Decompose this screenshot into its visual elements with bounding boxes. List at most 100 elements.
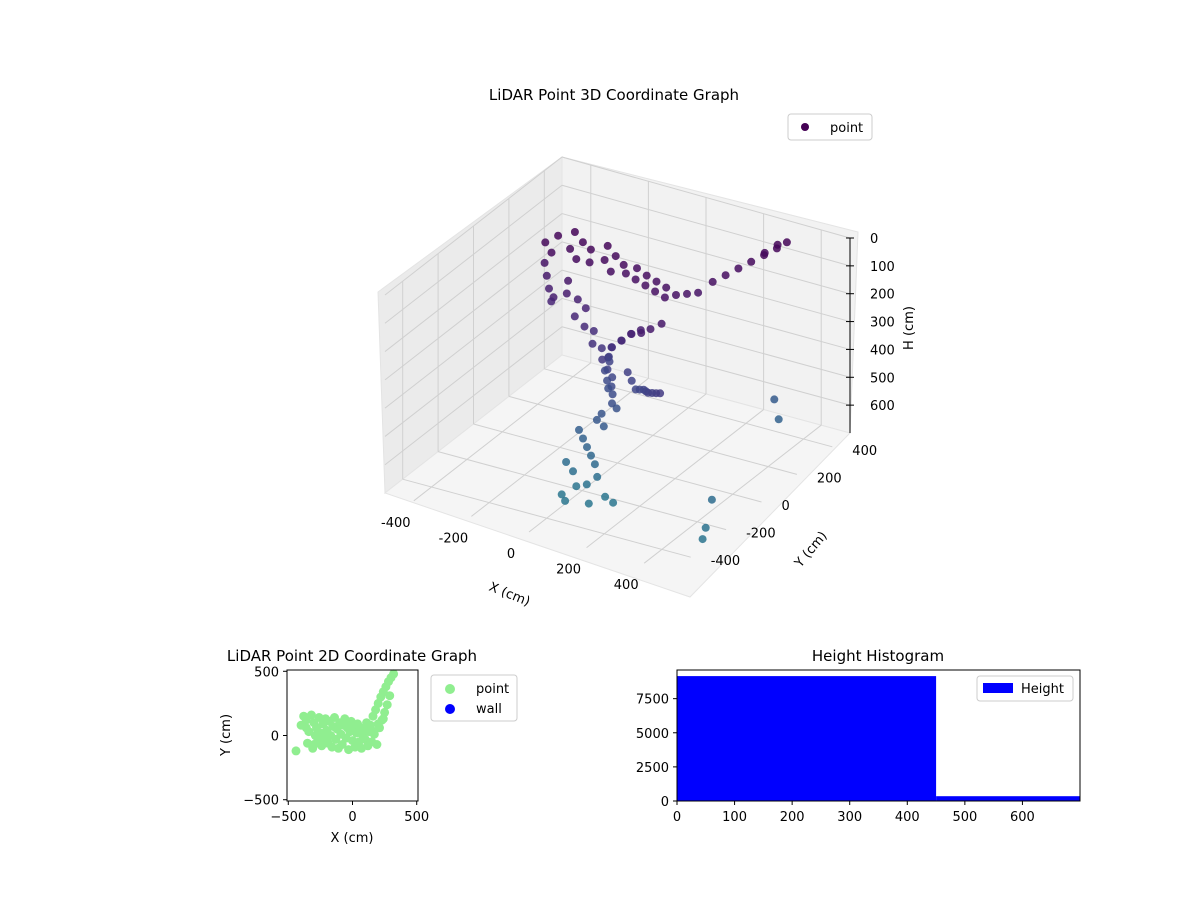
data-point-point [309,740,319,749]
data-point [600,256,609,264]
grid-line-z-back [561,184,851,267]
data-point [584,499,593,508]
data-point [572,255,581,264]
y-tick-label: 500 [254,665,279,680]
data-point-point [367,725,377,735]
histogram-legend: Height [976,675,1074,702]
data-point [562,458,571,466]
z-tick-label: 500 [870,371,895,386]
chart-2d-y-axis-label: Y (cm) [219,714,234,757]
grid-line-z-back [561,213,851,295]
chart-3d-points [540,228,791,544]
data-point [617,336,626,345]
data-point [782,238,791,247]
data-point [642,271,651,280]
data-point [636,326,645,335]
grid-line-y [508,395,798,475]
data-point [701,523,710,532]
y-tick-label: 7500 [636,693,669,708]
data-point-point [389,669,399,679]
data-point [631,275,640,284]
chart-2d-legend: point wall [430,674,518,722]
data-point [545,284,553,293]
data-point [707,495,716,504]
data-point [607,343,616,352]
z-tick-label: 0 [870,232,878,247]
data-point [593,472,602,481]
data-point [623,368,632,377]
grid-line-z-side [384,184,563,324]
x-tick-label: 200 [780,810,805,825]
grid-line-z-side [384,156,563,296]
data-point [603,241,612,250]
data-point [773,240,782,249]
data-point [592,415,601,424]
data-point [562,289,571,298]
grid-line-y [402,478,691,558]
histogram-bars [677,676,1080,801]
chart-3d-grid [384,156,851,564]
data-point [572,482,581,491]
data-point [603,376,612,385]
histogram-legend-label: Height [1021,682,1064,697]
histogram-title: Height Histogram [812,647,944,665]
histogram-ticks: 0 100 200 300 400 500 600 0 2500 5000 7500 [636,693,1035,825]
data-point [587,451,595,460]
chart-3d-ticks: -400 -200 0 200 400 -400 -200 0 200 400 0 100 200 300… [381,232,895,593]
data-point [708,277,717,286]
x-tick-label: 400 [895,810,920,825]
histogram-frame [676,669,1081,802]
data-point [672,291,680,299]
data-point [662,283,671,292]
chart-2d: LiDAR Point 2D Coordinate Graph −500 0 500… [219,647,518,846]
data-point [575,425,583,434]
x-tick-label: 500 [952,810,977,825]
data-point-point [301,723,311,733]
data-point [582,480,591,489]
histogram-bar [677,676,937,801]
grid-line-z-side [384,269,563,409]
data-point [605,357,614,366]
grid-line-z-side [384,213,563,352]
data-point [747,257,756,266]
chart-3d-y-axis-label: Y (cm) [791,529,830,572]
data-point [573,295,582,304]
chart-3d-z-axis-label: H (cm) [902,306,917,350]
data-point [540,258,549,267]
chart-3d-legend: point [787,113,873,141]
z-tick-label: 200 [870,288,895,303]
data-point [760,248,769,257]
data-point [604,384,613,393]
y-tick-label: 400 [852,444,877,459]
grid-line-z-side [384,241,563,381]
grid-line-y [544,368,833,448]
data-point [651,287,660,296]
x-tick-label: 300 [837,810,862,825]
x-tick-label: −500 [270,810,306,825]
chart-3d-title: LiDAR Point 3D Coordinate Graph [489,86,739,104]
chart-histogram: Height Histogram 0 100 200 300 400 500 600 0 250… [636,647,1081,825]
data-point [600,366,609,375]
grid-line-y [437,451,727,531]
chart-3d-legend-label: point [830,121,863,136]
x-tick-label: 200 [556,563,581,578]
data-point [586,245,595,254]
data-point [578,238,587,247]
chart-2d-points [291,669,399,756]
grid-line-y [473,423,762,503]
chart-2d-ticks: −500 0 500 −500 0 500 [243,665,429,825]
x-tick-label: 0 [673,810,681,825]
z-tick-label: 600 [870,399,895,414]
grid-line-z-back [561,297,851,378]
data-point [606,267,615,276]
x-tick-label: -200 [439,531,469,546]
chart-3d-legend-marker [801,123,809,131]
z-tick-label: 100 [870,260,895,275]
data-point [627,376,636,385]
legend-label-wall: wall [476,702,502,717]
y-tick-label: -200 [746,527,776,542]
y-tick-label: 0 [782,499,790,514]
legend-marker-point [445,684,455,694]
data-point [581,304,590,313]
data-point [585,258,594,267]
